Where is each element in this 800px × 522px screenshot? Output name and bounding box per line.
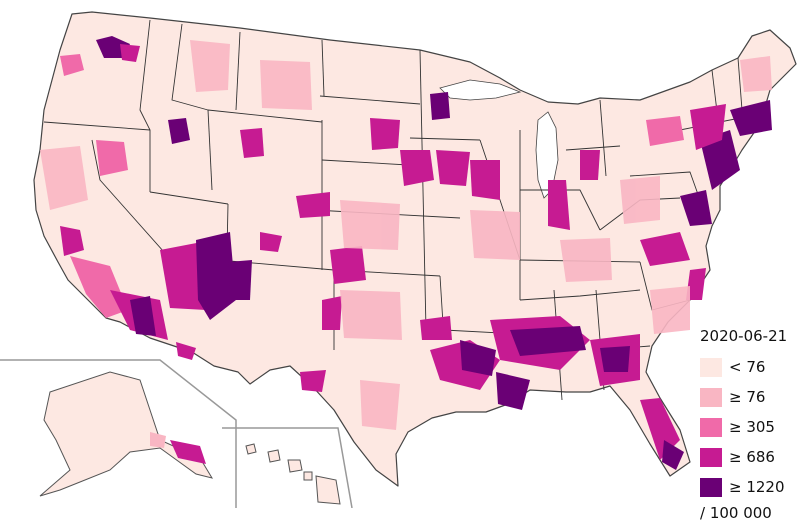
legend-row: ≥ 76	[700, 382, 796, 412]
legend-row: ≥ 1220	[700, 472, 796, 502]
legend-swatch	[700, 357, 722, 377]
legend-row: < 76	[700, 352, 796, 382]
choropleth-map	[0, 11, 797, 508]
moderate-rate-counties	[40, 40, 772, 430]
legend-unit: / 100 000	[700, 504, 772, 522]
legend-label: ≥ 305	[729, 418, 775, 436]
legend-label: ≥ 76	[729, 388, 766, 406]
legend-swatch	[700, 387, 722, 407]
hawaii-inset	[245, 443, 341, 505]
legend-label: < 76	[729, 358, 766, 376]
contiguous-us-map	[33, 11, 797, 487]
legend-date: 2020-06-21	[700, 327, 788, 345]
legend-swatch	[700, 477, 722, 497]
lake-superior	[439, 79, 522, 101]
legend-row: ≥ 686	[700, 442, 796, 472]
legend-label: ≥ 1220	[729, 478, 785, 496]
high-rate-counties	[60, 36, 772, 470]
alaska-inset	[39, 371, 214, 497]
inset-divider-lines	[0, 359, 353, 508]
legend-swatch	[700, 417, 722, 437]
legend-swatch	[700, 447, 722, 467]
legend-label: ≥ 686	[729, 448, 775, 466]
legend-row: ≥ 305	[700, 412, 796, 442]
map-legend: 2020-06-21 < 76 ≥ 76 ≥ 305 ≥ 686 ≥ 1220 …	[700, 327, 796, 522]
